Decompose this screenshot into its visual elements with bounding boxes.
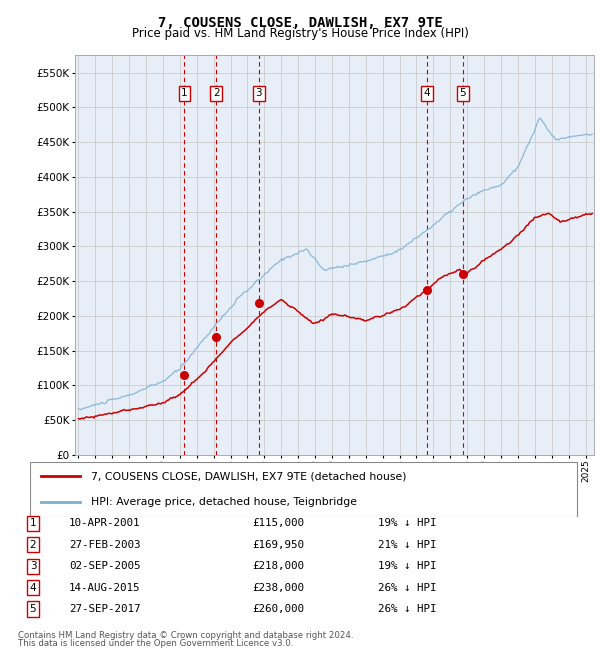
Text: HPI: Average price, detached house, Teignbridge: HPI: Average price, detached house, Teig… — [91, 497, 358, 507]
Text: 1: 1 — [181, 88, 188, 99]
Text: 4: 4 — [29, 582, 37, 593]
Text: 19% ↓ HPI: 19% ↓ HPI — [378, 561, 437, 571]
Text: This data is licensed under the Open Government Licence v3.0.: This data is licensed under the Open Gov… — [18, 639, 293, 648]
Text: £260,000: £260,000 — [252, 604, 304, 614]
Text: 26% ↓ HPI: 26% ↓ HPI — [378, 604, 437, 614]
Text: Contains HM Land Registry data © Crown copyright and database right 2024.: Contains HM Land Registry data © Crown c… — [18, 631, 353, 640]
Text: 2: 2 — [213, 88, 220, 99]
Text: £115,000: £115,000 — [252, 518, 304, 528]
Text: 26% ↓ HPI: 26% ↓ HPI — [378, 582, 437, 593]
Text: 14-AUG-2015: 14-AUG-2015 — [69, 582, 140, 593]
Text: 27-SEP-2017: 27-SEP-2017 — [69, 604, 140, 614]
Text: 3: 3 — [256, 88, 262, 99]
FancyBboxPatch shape — [30, 462, 577, 517]
Text: 2: 2 — [29, 540, 37, 550]
Text: 4: 4 — [424, 88, 430, 99]
Text: £238,000: £238,000 — [252, 582, 304, 593]
Text: 5: 5 — [460, 88, 466, 99]
Text: 3: 3 — [29, 561, 37, 571]
Text: Price paid vs. HM Land Registry's House Price Index (HPI): Price paid vs. HM Land Registry's House … — [131, 27, 469, 40]
Text: 1: 1 — [29, 518, 37, 528]
Text: 02-SEP-2005: 02-SEP-2005 — [69, 561, 140, 571]
Text: 7, COUSENS CLOSE, DAWLISH, EX7 9TE (detached house): 7, COUSENS CLOSE, DAWLISH, EX7 9TE (deta… — [91, 471, 407, 482]
Text: 10-APR-2001: 10-APR-2001 — [69, 518, 140, 528]
Text: 27-FEB-2003: 27-FEB-2003 — [69, 540, 140, 550]
Text: 7, COUSENS CLOSE, DAWLISH, EX7 9TE: 7, COUSENS CLOSE, DAWLISH, EX7 9TE — [158, 16, 442, 31]
Text: 5: 5 — [29, 604, 37, 614]
Text: £218,000: £218,000 — [252, 561, 304, 571]
Text: £169,950: £169,950 — [252, 540, 304, 550]
Text: 21% ↓ HPI: 21% ↓ HPI — [378, 540, 437, 550]
Text: 19% ↓ HPI: 19% ↓ HPI — [378, 518, 437, 528]
